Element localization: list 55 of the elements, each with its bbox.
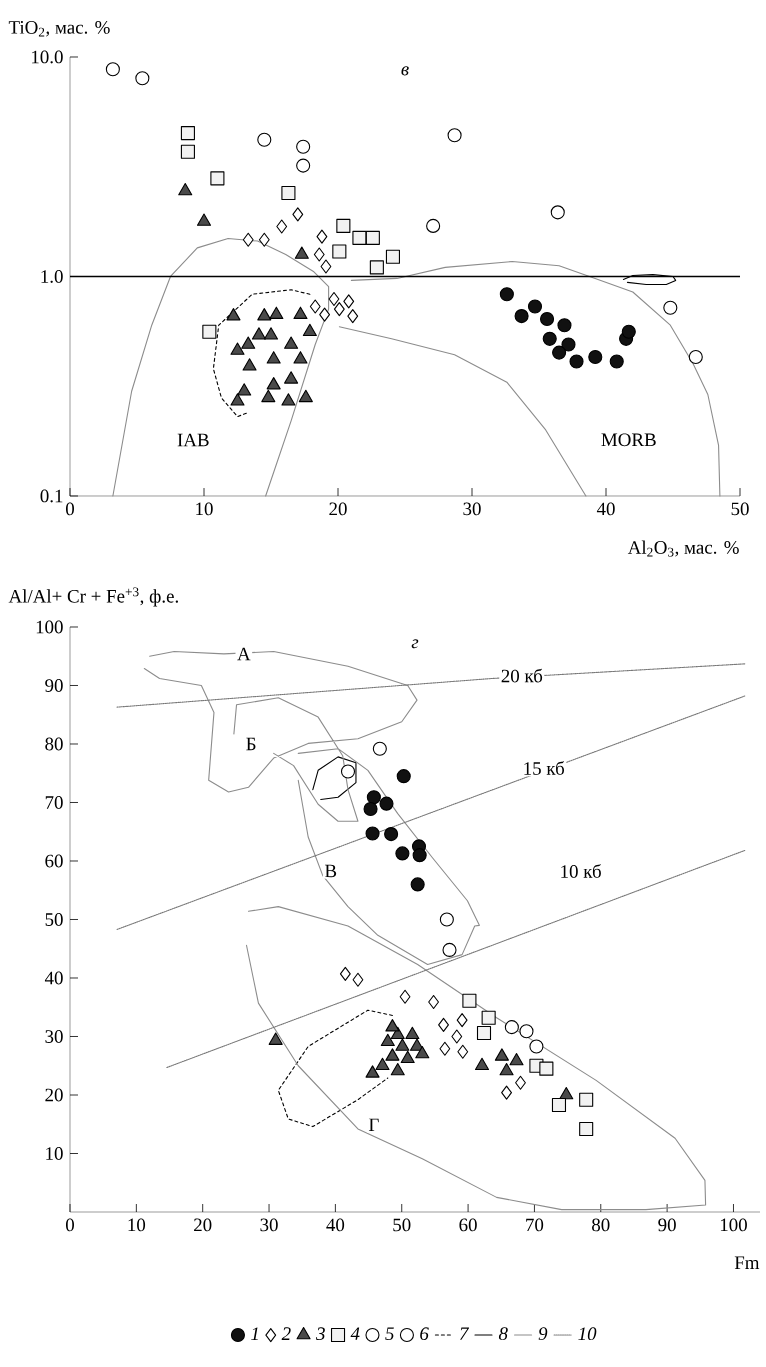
legend-label: 10: [578, 1327, 597, 1341]
y-tick-label: 1.0: [41, 270, 63, 283]
x-tick-label: 20: [329, 502, 347, 516]
legend-label: 4: [350, 1327, 360, 1340]
annotation: IAB: [177, 433, 209, 447]
x-tick-label: 40: [326, 1218, 345, 1232]
legend-label: 7: [460, 1327, 470, 1340]
y-tick-label: 20: [45, 1088, 63, 1102]
x-tick-label: 0: [65, 502, 74, 516]
y-tick-label: 100: [36, 620, 63, 634]
legend-label: 9: [538, 1327, 548, 1341]
y-axis-title: TiO$_{2}$, мас. %: [8, 20, 110, 37]
annotation: В: [324, 864, 337, 878]
x-tick-label: 40: [596, 502, 615, 516]
x-axis-title: Fm: [734, 1256, 760, 1269]
y-tick-label: 10: [46, 1147, 63, 1160]
annotation: Г: [368, 1118, 379, 1132]
x-tick-label: 50: [393, 1218, 411, 1232]
y-tick-label: 30: [45, 1030, 63, 1043]
x-tick-label: 0: [65, 1218, 74, 1232]
legend-label: 2: [281, 1327, 291, 1340]
legend-label: 3: [316, 1327, 325, 1341]
y-tick-label: 60: [45, 854, 63, 868]
y-tick-label: 70: [45, 796, 63, 809]
y-axis-title: Al/Al+ Cr + Fe$^{+3}$, ф.е.: [8, 587, 178, 607]
chart-title: г: [411, 639, 419, 649]
x-tick-label: 10: [128, 1218, 146, 1232]
x-tick-label: 50: [731, 502, 749, 516]
y-tick-label: 90: [45, 679, 63, 692]
x-axis-title: Al$_{2}$O$_{3}$, мас. %: [627, 540, 739, 557]
annotation: Б: [246, 737, 256, 751]
x-tick-label: 70: [526, 1218, 544, 1232]
chart-title: в: [401, 66, 409, 76]
y-tick-label: 0.1: [40, 489, 63, 503]
annotation: MORB: [601, 433, 656, 447]
x-tick-label: 30: [463, 502, 481, 516]
legend-label: 1: [251, 1327, 258, 1340]
y-tick-label: 40: [44, 971, 63, 985]
x-tick-label: 60: [459, 1218, 477, 1232]
annotation: А: [237, 647, 251, 661]
y-tick-label: 50: [45, 913, 63, 926]
x-tick-label: 30: [260, 1218, 278, 1232]
annotation: 15 кб: [524, 761, 565, 775]
legend-label: 6: [420, 1327, 429, 1341]
x-tick-label: 90: [658, 1218, 676, 1232]
legend-label: 5: [385, 1327, 394, 1341]
x-tick-label: 20: [194, 1218, 212, 1232]
y-tick-label: 80: [45, 737, 63, 751]
legend-label: 8: [498, 1327, 508, 1341]
y-tick-label: 10.0: [32, 50, 63, 64]
annotation: 20 кб: [501, 668, 543, 683]
annotation: 10 кб: [561, 864, 601, 878]
x-tick-label: 100: [720, 1218, 747, 1232]
x-tick-label: 80: [592, 1218, 610, 1232]
x-tick-label: 10: [196, 502, 213, 516]
